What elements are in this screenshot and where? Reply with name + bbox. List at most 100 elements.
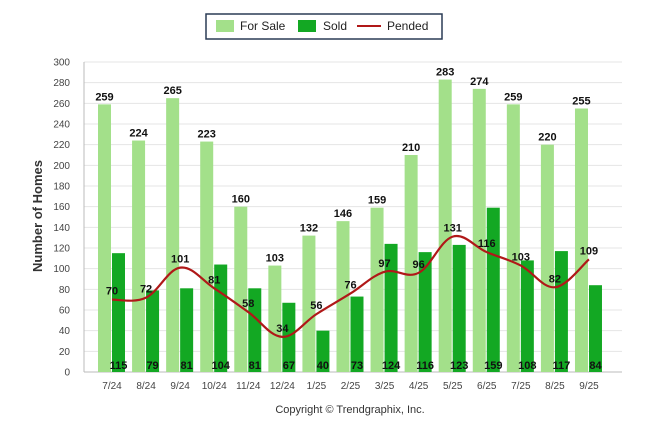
label-for-sale: 103 <box>266 253 284 265</box>
x-tick-label: 12/24 <box>270 381 295 392</box>
bar-for-sale <box>132 140 146 372</box>
bars <box>98 79 602 373</box>
y-tick-label: 40 <box>59 326 71 337</box>
legend-swatch-sold <box>298 20 316 32</box>
label-sold: 73 <box>351 360 363 372</box>
label-sold: 115 <box>110 360 128 372</box>
bar-for-sale <box>234 206 248 372</box>
y-ticks: 0 20 40 60 80 100 120 140 160 180 200 220 240 260 280 3… <box>53 58 70 379</box>
y-tick-label: 220 <box>53 140 70 151</box>
legend-swatch-for-sale <box>216 20 234 32</box>
y-tick-label: 120 <box>53 244 70 255</box>
bar-sold <box>588 285 602 372</box>
label-for-sale: 274 <box>470 76 489 88</box>
label-pended: 34 <box>276 323 289 335</box>
label-for-sale: 146 <box>334 208 352 220</box>
y-axis-title: Number of Homes <box>30 160 45 272</box>
bar-for-sale <box>336 221 350 372</box>
label-sold: 124 <box>382 360 401 372</box>
bar-sold <box>350 296 364 372</box>
legend-label-for-sale: For Sale <box>240 19 286 33</box>
bar-sold <box>248 288 262 372</box>
y-tick-label: 20 <box>59 347 71 358</box>
label-pended: 58 <box>242 298 254 310</box>
label-for-sale: 132 <box>300 223 318 235</box>
label-sold: 84 <box>589 360 602 372</box>
y-tick-label: 240 <box>53 120 70 131</box>
x-tick-label: 7/25 <box>511 381 531 392</box>
bar-sold <box>180 288 194 372</box>
label-pended: 131 <box>444 223 462 235</box>
label-pended: 101 <box>171 254 189 266</box>
x-tick-label: 4/25 <box>409 381 429 392</box>
label-sold: 40 <box>317 360 329 372</box>
y-tick-label: 80 <box>59 285 71 296</box>
y-tick-label: 280 <box>53 78 70 89</box>
label-pended: 81 <box>208 274 220 286</box>
y-tick-label: 140 <box>53 223 70 234</box>
bar-for-sale <box>268 265 282 372</box>
bar-sold <box>384 243 398 372</box>
label-for-sale: 259 <box>95 91 113 103</box>
label-pended: 82 <box>549 273 561 285</box>
label-sold: 116 <box>416 360 434 372</box>
x-tick-label: 7/24 <box>102 381 122 392</box>
value-labels: 259 115 224 79 265 81 223 104 160 81 103 67 132 40 146… <box>95 67 602 372</box>
y-tick-label: 180 <box>53 182 70 193</box>
label-pended: 70 <box>106 286 118 298</box>
label-for-sale: 159 <box>368 195 386 207</box>
label-pended: 96 <box>413 259 425 271</box>
bar-sold <box>282 302 296 372</box>
label-pended: 76 <box>344 279 356 291</box>
x-tick-label: 10/24 <box>202 381 227 392</box>
label-sold: 108 <box>518 360 536 372</box>
label-sold: 81 <box>181 360 193 372</box>
x-tick-label: 6/25 <box>477 381 497 392</box>
bar-sold <box>554 251 568 372</box>
label-sold: 79 <box>146 360 158 372</box>
y-tick-label: 260 <box>53 99 70 110</box>
label-for-sale: 220 <box>538 132 556 144</box>
x-tick-label: 2/25 <box>341 381 361 392</box>
x-ticks: 7/24 8/24 9/24 10/24 11/24 12/24 1/25 2/25 3/25 4… <box>102 381 599 392</box>
label-for-sale: 210 <box>402 142 420 154</box>
bar-for-sale <box>438 79 452 373</box>
legend: For Sale Sold Pended <box>205 13 443 40</box>
y-tick-label: 60 <box>59 306 71 317</box>
bar-for-sale <box>574 108 588 372</box>
x-tick-label: 9/25 <box>579 381 599 392</box>
bar-for-sale <box>540 144 554 372</box>
bar-sold <box>146 290 160 372</box>
label-sold: 159 <box>484 360 502 372</box>
x-tick-label: 3/25 <box>375 381 395 392</box>
label-sold: 104 <box>212 360 231 372</box>
label-pended: 103 <box>512 252 530 264</box>
label-for-sale: 265 <box>163 85 181 97</box>
bar-for-sale <box>200 141 214 372</box>
label-sold: 81 <box>249 360 261 372</box>
bar-sold <box>452 244 466 372</box>
bar-sold <box>112 253 125 372</box>
bar-sold <box>520 260 534 372</box>
bar-sold <box>316 330 330 372</box>
x-tick-label: 11/24 <box>236 381 261 392</box>
y-tick-label: 0 <box>64 368 70 379</box>
x-tick-label: 8/24 <box>136 381 156 392</box>
x-tick-label: 5/25 <box>443 381 463 392</box>
label-for-sale: 255 <box>572 96 590 108</box>
bar-for-sale <box>404 155 418 372</box>
label-pended: 97 <box>378 258 390 270</box>
y-tick-label: 100 <box>53 264 70 275</box>
x-tick-label: 1/25 <box>307 381 327 392</box>
copyright-credit: Copyright © Trendgraphix, Inc. <box>275 404 424 416</box>
bar-for-sale <box>98 104 111 372</box>
bar-sold <box>486 207 500 372</box>
pended-line <box>111 234 590 338</box>
pended-line-layer <box>111 234 590 338</box>
x-tick-label: 8/25 <box>545 381 565 392</box>
bar-for-sale <box>166 98 180 373</box>
label-for-sale: 283 <box>436 67 454 79</box>
bar-for-sale <box>302 235 316 372</box>
